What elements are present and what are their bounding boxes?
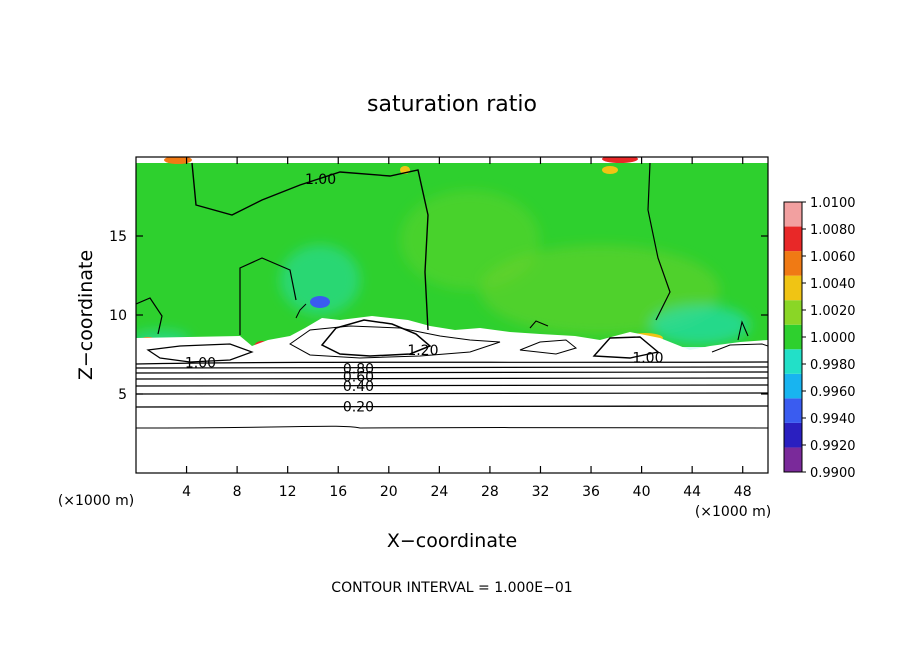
colorbar-segment xyxy=(784,324,802,350)
x-tick-label: 32 xyxy=(532,484,550,500)
colorbar-segment xyxy=(784,422,802,448)
colorbar: 0.9900 0.9920 0.9940 0.9960 0.9980 1.0000 1.00… xyxy=(783,196,856,481)
x-tick-label: 24 xyxy=(430,484,448,500)
colorbar-segment xyxy=(784,226,802,252)
contour-label: 1.20 xyxy=(407,343,438,359)
contour-line xyxy=(136,361,768,365)
colorbar-segment xyxy=(784,251,802,276)
contour-line xyxy=(737,320,749,341)
variation-patch xyxy=(280,245,360,315)
top-edge-warm-patch xyxy=(164,157,192,164)
contour-label: 0.40 xyxy=(343,379,374,395)
variation-patch xyxy=(650,305,750,345)
colorbar-tick-label: 0.9980 xyxy=(810,358,856,373)
contour-line xyxy=(320,319,432,357)
contour-label: 1.00 xyxy=(185,355,216,371)
contour-line xyxy=(647,162,671,321)
x-tick-label: 16 xyxy=(329,484,347,500)
cloud-region xyxy=(136,316,768,473)
contour-label: 1.00 xyxy=(305,172,336,188)
y-tick-label: 5 xyxy=(118,387,127,403)
contour-line xyxy=(519,339,578,355)
x-tick-label: 44 xyxy=(683,484,701,500)
x-tick-label: 12 xyxy=(279,484,297,500)
colorbar-segment xyxy=(784,447,802,472)
colorbar-tick-label: 0.9960 xyxy=(810,385,856,400)
colorbar-tick-label: 1.0000 xyxy=(810,331,856,346)
contour-line xyxy=(289,325,501,359)
variation-patch xyxy=(400,190,540,290)
colorbar-tick-label: 0.9920 xyxy=(810,439,856,454)
colorbar-tick-label: 0.9900 xyxy=(810,466,856,481)
top-edge-band xyxy=(136,157,768,163)
x-tick-label: 28 xyxy=(481,484,499,500)
y-tick-label: 15 xyxy=(109,229,127,245)
x-tick-label: 48 xyxy=(734,484,752,500)
contour-interval-note: CONTOUR INTERVAL = 1.000E−01 xyxy=(331,580,572,596)
contour-label: 0.20 xyxy=(343,400,374,416)
top-edge-warm-patch xyxy=(602,157,638,163)
colorbar-tick-label: 0.9940 xyxy=(810,412,856,427)
colorbar-segment xyxy=(784,398,802,423)
x-tick-label: 40 xyxy=(633,484,651,500)
x-unit-label: (×1000 m) xyxy=(58,493,134,509)
contour-line xyxy=(529,320,549,329)
colorbar-segment xyxy=(784,349,802,374)
plot-area xyxy=(136,157,768,473)
contour-line xyxy=(191,162,429,331)
contour-line xyxy=(239,257,297,335)
chart-title: saturation ratio xyxy=(367,92,537,117)
contour-label: 0.60 xyxy=(343,370,374,386)
x-tick-label: 8 xyxy=(233,484,242,500)
x-axis-label: X−coordinate xyxy=(387,530,517,552)
x-tick-label: 4 xyxy=(182,484,191,500)
contour-line xyxy=(592,336,660,359)
contour-line xyxy=(711,343,768,353)
colorbar-tick-label: 1.0040 xyxy=(810,277,856,292)
x-tick-label: 20 xyxy=(380,484,398,500)
contour-line xyxy=(146,343,254,363)
contour-line xyxy=(295,303,307,319)
top-edge-warm-patch xyxy=(602,166,618,174)
contour-line xyxy=(136,366,768,369)
contour-line xyxy=(136,297,163,335)
x-unit-label-right: (×1000 m) xyxy=(695,504,771,520)
y-axis-label: Z−coordinate xyxy=(75,250,97,380)
colorbar-segment xyxy=(784,300,802,325)
colorbar-segment xyxy=(784,373,802,399)
y-tick-label: 10 xyxy=(109,308,127,324)
cloud-edge-cold-patch xyxy=(310,296,330,308)
x-tick-label: 36 xyxy=(582,484,600,500)
contour-label: 0.80 xyxy=(343,362,374,378)
colorbar-tick-label: 1.0020 xyxy=(810,304,856,319)
colorbar-tick-label: 1.0080 xyxy=(810,223,856,238)
colorbar-segment xyxy=(784,202,802,227)
contour-label: 1.00 xyxy=(632,351,663,367)
colorbar-tick-label: 1.0060 xyxy=(810,250,856,265)
colorbar-segment xyxy=(784,275,802,301)
contour-line xyxy=(136,425,768,429)
colorbar-tick-label: 1.0100 xyxy=(810,196,856,211)
